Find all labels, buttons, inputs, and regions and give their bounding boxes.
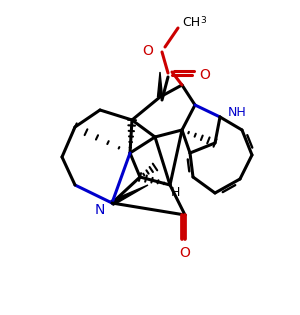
Polygon shape	[158, 72, 163, 97]
Text: NH: NH	[228, 106, 247, 119]
Text: CH: CH	[182, 15, 200, 28]
Text: O: O	[180, 246, 190, 260]
Text: O: O	[200, 68, 210, 82]
Text: 3: 3	[200, 16, 206, 25]
Text: H: H	[170, 186, 180, 199]
Polygon shape	[111, 185, 148, 205]
Text: N: N	[95, 203, 105, 217]
Text: O: O	[142, 44, 153, 58]
